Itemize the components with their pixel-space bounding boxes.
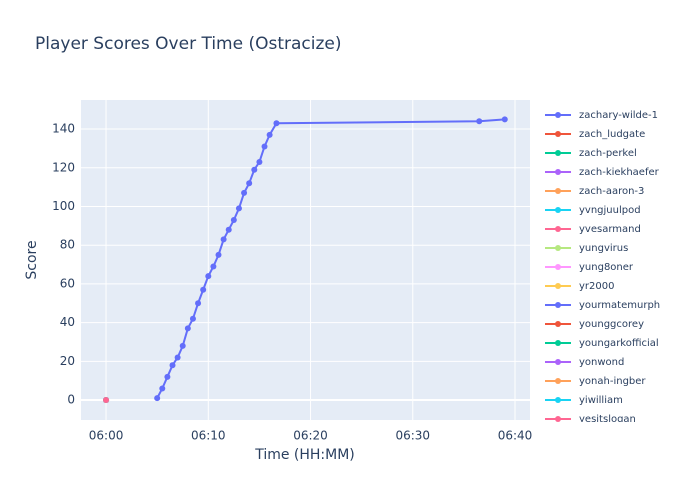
legend-marker	[555, 245, 561, 251]
legend-marker	[555, 226, 561, 232]
x-tick-label: 06:10	[191, 429, 226, 443]
y-tick-label: 60	[60, 276, 75, 290]
legend-marker	[555, 169, 561, 175]
legend-marker	[555, 359, 561, 365]
series-line	[156, 118, 505, 399]
legend-marker	[555, 283, 561, 289]
legend-marker	[555, 188, 561, 194]
legend-label[interactable]: zach-aaron-3	[579, 186, 644, 197]
legend-marker	[555, 340, 561, 346]
legend-marker	[555, 397, 561, 403]
legend-label[interactable]: yungvirus	[579, 243, 628, 254]
legend-label[interactable]: yesitslogan	[579, 414, 636, 425]
x-tick-label: 06:00	[89, 429, 124, 443]
legend-label[interactable]: younggcorey	[579, 319, 644, 330]
legend-marker	[555, 207, 561, 213]
x-tick-label: 06:40	[498, 429, 533, 443]
legend: zachary-wilde-1 zach_ludgate zach-perkel za…	[545, 110, 660, 425]
x-axis-title: Time (HH:MM)	[254, 447, 355, 463]
legend-marker	[555, 302, 561, 308]
plot-area	[81, 100, 530, 420]
y-tick-label: 140	[52, 122, 75, 136]
legend-label[interactable]: yonwond	[579, 357, 624, 368]
legend-marker	[555, 378, 561, 384]
y-tick-label: 40	[60, 315, 75, 329]
legend-label[interactable]: yr2000	[579, 281, 614, 292]
y-tick-label: 20	[60, 354, 75, 368]
legend-label[interactable]: yvesarmand	[579, 224, 641, 235]
plot	[103, 116, 508, 404]
legend-marker	[555, 150, 561, 156]
legend-label[interactable]: yiwilliam	[579, 395, 623, 406]
legend-label[interactable]: zach-perkel	[579, 148, 637, 159]
legend-label[interactable]: zach-kiekhaefer	[579, 167, 660, 178]
grid	[81, 100, 530, 420]
legend-label[interactable]: youngarkofficial	[579, 338, 659, 349]
y-axis-title: Score	[24, 240, 40, 279]
x-tick-label: 06:30	[395, 429, 430, 443]
legend-label[interactable]: yonah-ingber	[579, 376, 646, 387]
x-tick-label: 06:20	[293, 429, 328, 443]
legend-marker	[555, 321, 561, 327]
legend-marker	[555, 264, 561, 270]
chart-title: Player Scores Over Time (Ostracize)	[35, 34, 342, 54]
legend-label[interactable]: zach_ludgate	[579, 129, 645, 140]
legend-marker	[555, 416, 561, 422]
legend-label[interactable]: yung8oner	[579, 262, 634, 273]
legend-marker	[555, 112, 561, 118]
legend-label[interactable]: yourmatemurph	[579, 300, 660, 311]
y-tick-label: 100	[52, 199, 75, 213]
y-tick-label: 120	[52, 160, 75, 174]
legend-label[interactable]: zachary-wilde-1	[579, 110, 658, 121]
legend-label[interactable]: yvngjuulpod	[579, 205, 641, 216]
legend-marker	[555, 131, 561, 137]
y-tick-label: 80	[60, 238, 75, 252]
data-point	[103, 397, 110, 404]
y-tick-label: 0	[67, 393, 75, 407]
